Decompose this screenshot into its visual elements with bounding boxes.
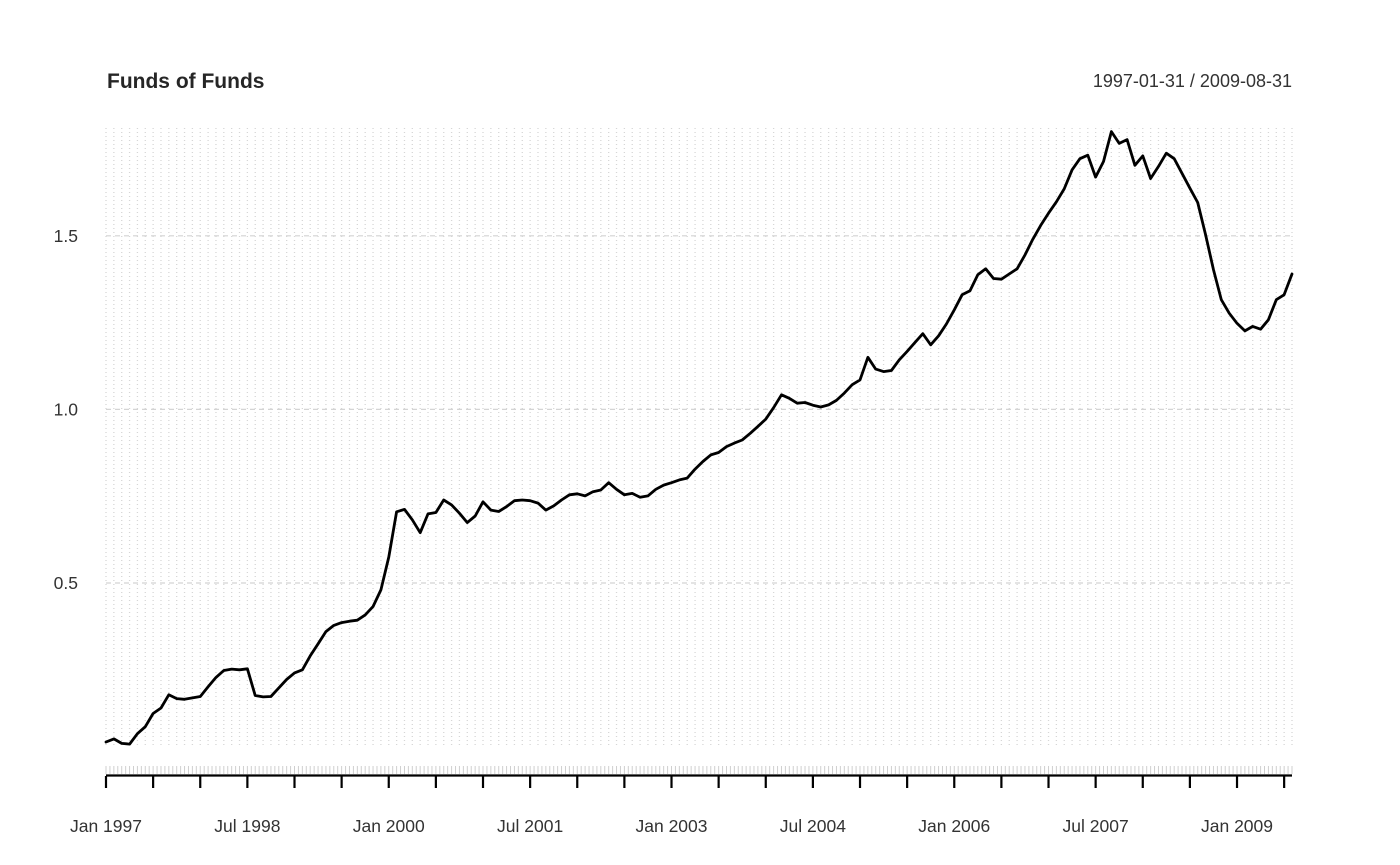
y-axis-tick-labels: 0.5 1.0 1.5 (54, 226, 79, 593)
x-tick-label: Jul 2004 (780, 816, 846, 836)
chart-date-range: 1997-01-31 / 2009-08-31 (1093, 71, 1292, 91)
y-tick-label: 1.5 (54, 226, 78, 246)
y-tick-label: 1.0 (54, 399, 79, 419)
funds-of-funds-series-line (104, 130, 1294, 746)
x-tick-label: Jan 2003 (636, 816, 708, 836)
y-tick-label: 0.5 (54, 573, 78, 593)
x-tick-label: Jul 1998 (214, 816, 280, 836)
horizontal-gridlines (106, 235, 1292, 584)
x-tick-label: Jul 2007 (1063, 816, 1129, 836)
vertical-gridlines (105, 128, 1293, 748)
x-axis-minor-ticks (105, 766, 1293, 774)
chart-title: Funds of Funds (107, 70, 264, 93)
x-tick-label: Jan 2000 (353, 816, 425, 836)
x-tick-label: Jan 2009 (1201, 816, 1273, 836)
x-tick-label: Jan 2006 (918, 816, 990, 836)
x-axis-major-ticks (104, 776, 1286, 788)
x-axis-tick-labels: Jan 1997 Jul 1998 Jan 2000 Jul 2001 Jan 2003… (70, 816, 1273, 836)
x-tick-label: Jan 1997 (70, 816, 142, 836)
x-tick-label: Jul 2001 (497, 816, 563, 836)
